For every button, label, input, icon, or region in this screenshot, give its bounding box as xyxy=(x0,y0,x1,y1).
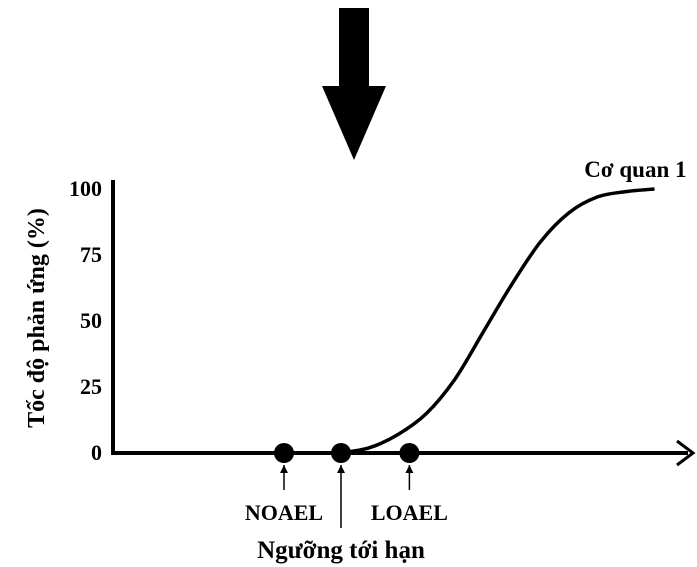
y-tick-label: 25 xyxy=(80,374,102,399)
point-pointer-head xyxy=(405,465,414,473)
point-label: Ngưỡng tới hạn xyxy=(257,537,425,564)
point-label: NOAEL xyxy=(245,500,323,525)
threshold-points: NOAEL Ngưỡng tới hạn LOAEL xyxy=(245,443,448,564)
y-tick-label: 100 xyxy=(69,176,102,201)
point-marker xyxy=(331,443,351,463)
y-tick-label: 0 xyxy=(91,440,102,465)
point-pointer-head xyxy=(337,465,345,473)
x-axis-arrowhead xyxy=(676,439,696,467)
y-tick-labels: 0 25 50 75 100 xyxy=(69,176,102,465)
series-line xyxy=(340,187,655,455)
y-tick-label: 50 xyxy=(80,308,102,333)
series-label: Cơ quan 1 xyxy=(584,157,686,182)
point-marker xyxy=(274,443,294,463)
y-axis-label: Tốc độ phản ứng (%) xyxy=(24,208,50,428)
down-arrow-icon xyxy=(322,8,386,160)
point-label: LOAEL xyxy=(371,500,448,525)
point-marker xyxy=(399,443,420,463)
series-group: Cơ quan 1 xyxy=(340,157,687,455)
y-tick-label: 75 xyxy=(80,242,102,267)
point-pointer-head xyxy=(280,465,288,473)
